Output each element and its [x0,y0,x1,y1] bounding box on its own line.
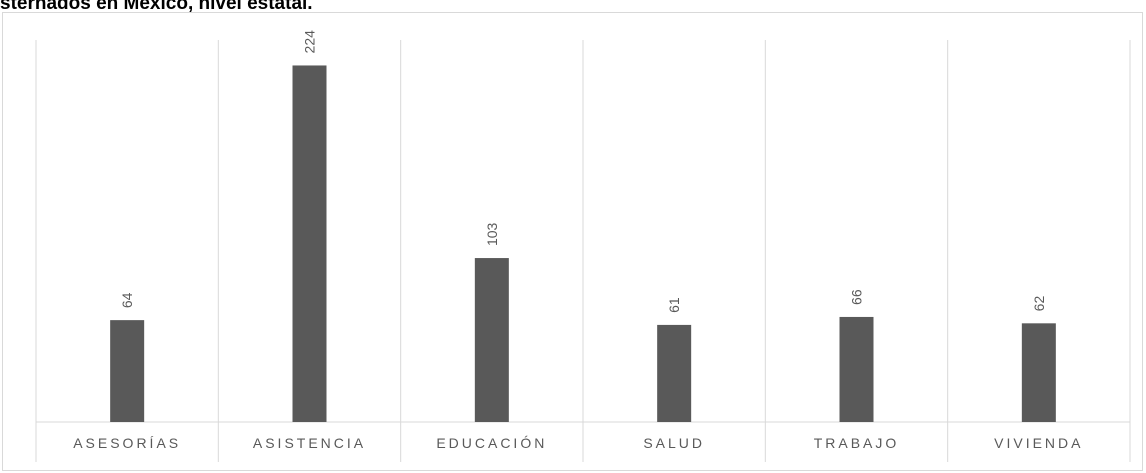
data-label-0: 64 [119,292,135,308]
bar-3 [657,324,692,422]
data-label-2: 103 [484,222,500,246]
category-label-0: ASESORÍAS [73,435,181,451]
chart-frame [2,12,1143,471]
chart-title: sternados en México, nivel estatal. [0,0,313,14]
category-label-4: TRABAJO [814,435,900,451]
data-label-1: 224 [302,30,318,54]
data-label-4: 66 [849,289,865,305]
data-label-3: 61 [666,297,682,313]
bar-2 [474,258,509,422]
category-label-5: VIVIENDA [994,435,1083,451]
bar-4 [839,316,874,422]
category-label-3: SALUD [643,435,705,451]
category-label-1: ASISTENCIA [253,435,366,451]
data-label-5: 62 [1031,296,1047,312]
bar-0 [110,320,145,422]
bar-5 [1021,323,1056,422]
category-label-2: EDUCACIÓN [436,435,547,451]
bar-1 [292,65,327,422]
